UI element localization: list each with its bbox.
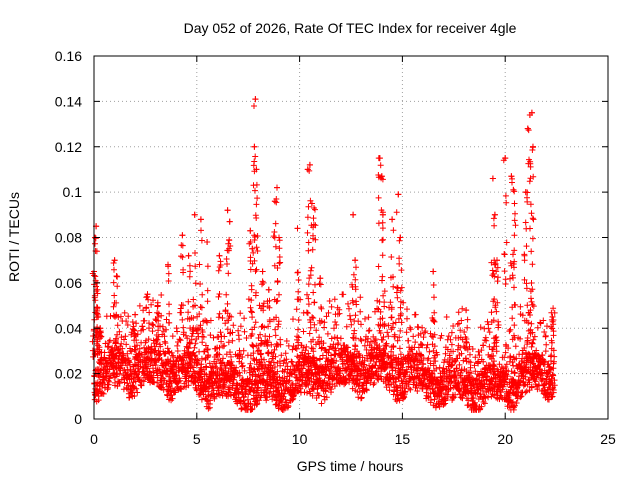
x-axis-label: GPS time / hours bbox=[297, 458, 404, 474]
roti-point bbox=[308, 200, 315, 207]
roti-point bbox=[530, 143, 536, 150]
roti-point bbox=[430, 268, 437, 275]
roti-point bbox=[191, 211, 198, 218]
y-tick-label: 0.14 bbox=[55, 93, 82, 109]
y-tick-label: 0.06 bbox=[55, 275, 82, 291]
roti-point bbox=[511, 200, 518, 207]
grid bbox=[94, 56, 608, 419]
roti-point bbox=[376, 155, 383, 162]
roti-point bbox=[510, 186, 517, 193]
roti-point bbox=[524, 125, 531, 132]
roti-point bbox=[274, 184, 280, 191]
roti-point bbox=[216, 252, 223, 259]
x-tick-label: 25 bbox=[600, 431, 616, 447]
roti-point bbox=[389, 216, 396, 223]
roti-point bbox=[132, 311, 139, 318]
roti-point bbox=[304, 166, 311, 173]
roti-point bbox=[317, 275, 324, 282]
x-tick-label: 5 bbox=[193, 431, 201, 447]
x-tick-label: 20 bbox=[497, 431, 513, 447]
roti-point bbox=[252, 96, 259, 103]
y-tick-label: 0.08 bbox=[55, 230, 82, 246]
x-tick-label: 0 bbox=[90, 431, 98, 447]
roti-point bbox=[397, 234, 404, 241]
roti-point bbox=[265, 286, 272, 293]
roti-point bbox=[522, 189, 529, 196]
roti-point bbox=[271, 198, 278, 205]
roti-point bbox=[378, 173, 385, 180]
x-tick-label: 15 bbox=[395, 431, 411, 447]
roti-point bbox=[226, 218, 233, 225]
data-points bbox=[89, 96, 558, 413]
y-axis-label: ROTI / TECUs bbox=[6, 192, 22, 282]
roti-point bbox=[204, 239, 211, 245]
roti-point bbox=[294, 225, 301, 232]
roti-point bbox=[95, 313, 102, 320]
roti-point bbox=[144, 291, 151, 298]
roti-point bbox=[494, 257, 500, 264]
roti-point bbox=[276, 234, 282, 241]
roti-point bbox=[379, 211, 386, 218]
roti-point bbox=[249, 245, 256, 252]
roti-point bbox=[154, 302, 161, 309]
axis-ticks: 0 0.02 0.04 0.06 0.08 0.1 0.12 0.14 0.16 0 5 10 15 20… bbox=[55, 48, 616, 447]
roti-point bbox=[549, 313, 556, 320]
roti-point bbox=[247, 227, 254, 234]
chart-title: Day 052 of 2026, Rate Of TEC Index for r… bbox=[184, 20, 517, 36]
roti-point bbox=[259, 268, 266, 275]
roti-point bbox=[395, 191, 402, 198]
roti-point bbox=[197, 216, 204, 223]
y-tick-label: 0.1 bbox=[63, 184, 83, 200]
roti-markers bbox=[89, 96, 558, 413]
roti-point bbox=[463, 307, 470, 314]
roti-point bbox=[224, 207, 231, 214]
roti-point bbox=[179, 232, 186, 239]
roti-point bbox=[489, 175, 496, 182]
roti-point bbox=[352, 257, 359, 264]
y-tick-label: 0.16 bbox=[55, 48, 82, 64]
y-tick-label: 0.02 bbox=[55, 366, 82, 382]
roti-point bbox=[350, 211, 357, 218]
roti-point bbox=[185, 252, 192, 259]
roti-point bbox=[502, 155, 509, 162]
roti-point bbox=[311, 205, 317, 211]
roti-point bbox=[165, 261, 171, 268]
y-tick-label: 0 bbox=[74, 411, 82, 427]
y-tick-label: 0.04 bbox=[55, 320, 82, 336]
y-tick-label: 0.12 bbox=[55, 139, 82, 155]
roti-point bbox=[306, 161, 313, 168]
roti-point bbox=[491, 211, 498, 218]
roti-point bbox=[253, 166, 260, 173]
roti-point bbox=[508, 173, 515, 180]
roti-point bbox=[111, 257, 118, 264]
roti-point bbox=[528, 109, 535, 116]
roti-point bbox=[251, 143, 258, 150]
x-tick-label: 10 bbox=[292, 431, 308, 447]
roti-point bbox=[113, 273, 120, 280]
